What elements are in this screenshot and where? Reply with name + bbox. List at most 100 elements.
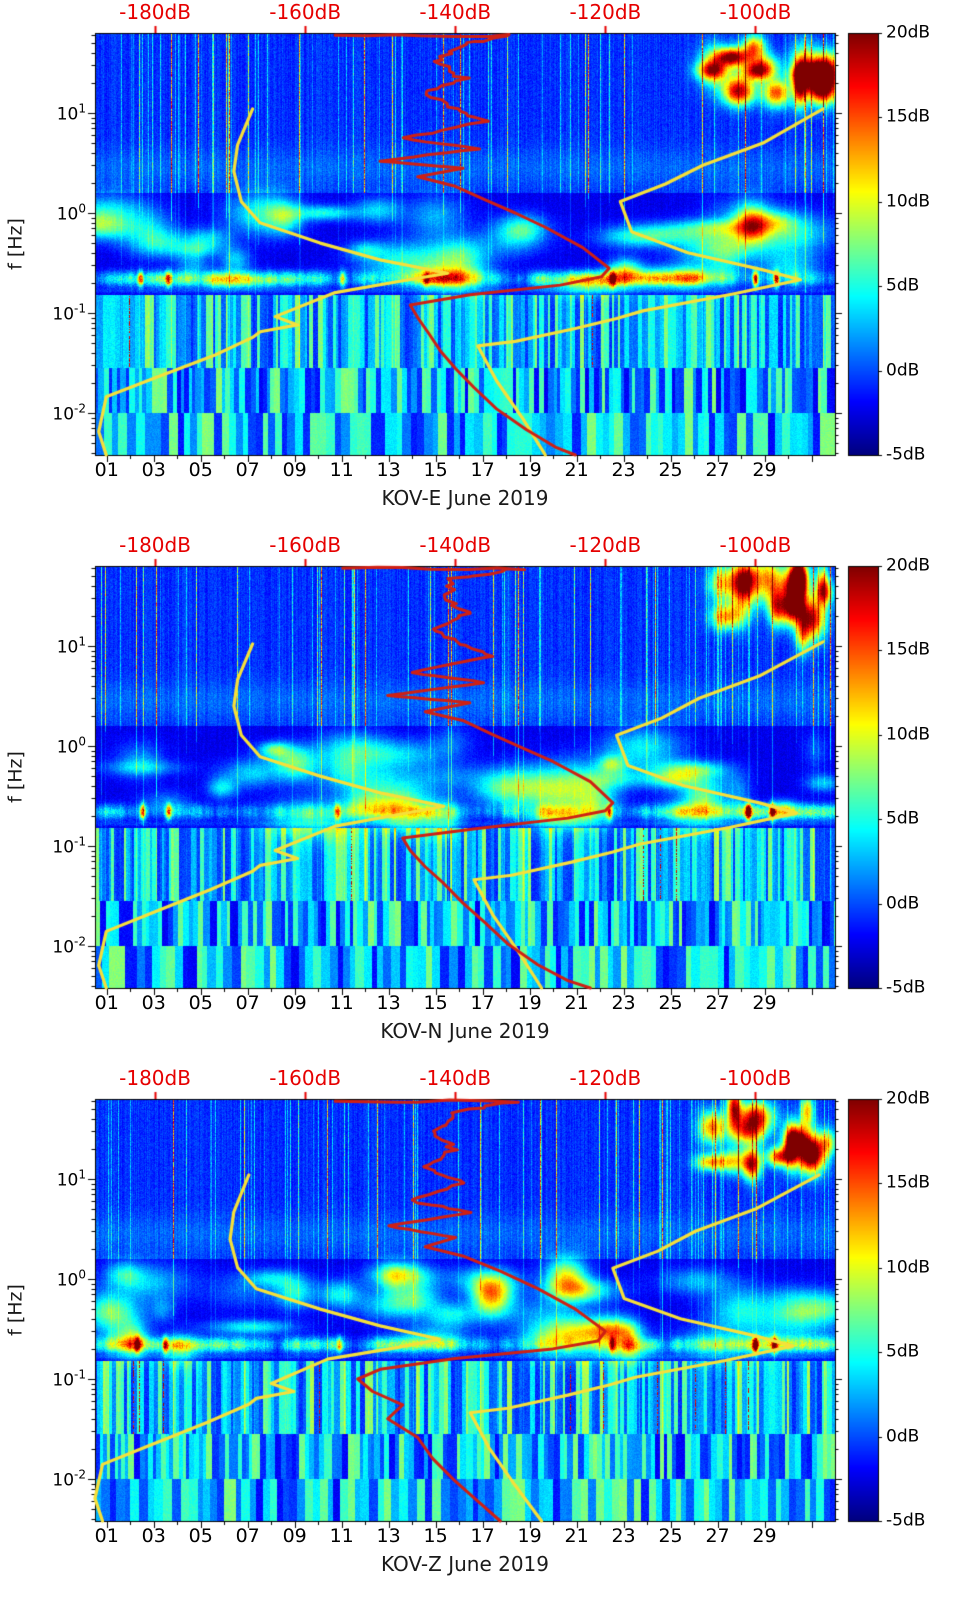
- top-axis-label: -140dB: [419, 533, 492, 557]
- colorbar-tick-label: 10dB: [886, 191, 931, 212]
- spectrogram-canvas: [0, 1066, 962, 1599]
- y-tick-exponent: 0: [78, 201, 86, 216]
- y-tick-label: 101: [34, 636, 86, 657]
- top-axis-label: -140dB: [419, 1066, 492, 1090]
- x-tick-label: 05: [188, 459, 213, 481]
- x-tick-label: 07: [235, 992, 260, 1014]
- y-tick-base: 10: [52, 1370, 75, 1391]
- y-tick-label: 10-1: [34, 303, 86, 324]
- y-tick-label: 100: [34, 203, 86, 224]
- x-tick-label: 15: [423, 1525, 448, 1547]
- colorbar-tick-label: -5dB: [886, 1510, 926, 1531]
- x-tick-label: 19: [517, 459, 542, 481]
- x-tick-label: 27: [705, 459, 730, 481]
- x-tick-label: 09: [282, 992, 307, 1014]
- y-tick-base: 10: [52, 304, 75, 325]
- x-tick-label: 17: [470, 459, 495, 481]
- y-tick-label: 10-2: [34, 1469, 86, 1490]
- top-axis-label: -160dB: [269, 1066, 342, 1090]
- top-axis-label: -100dB: [719, 1066, 792, 1090]
- x-tick-label: 01: [94, 992, 119, 1014]
- y-tick-base: 10: [52, 1470, 75, 1491]
- y-tick-label: 10-2: [34, 403, 86, 424]
- x-tick-label: 29: [752, 1525, 777, 1547]
- colorbar-tick-label: 20dB: [886, 1088, 931, 1109]
- x-tick-label: 25: [658, 459, 683, 481]
- y-tick-label: 100: [34, 736, 86, 757]
- x-tick-label: 21: [564, 459, 589, 481]
- colorbar-tick-label: 15dB: [886, 639, 931, 660]
- x-tick-label: 23: [611, 459, 636, 481]
- x-tick-label: 03: [141, 1525, 166, 1547]
- x-tick-label: 03: [141, 992, 166, 1014]
- x-tick-label: 27: [705, 1525, 730, 1547]
- y-tick-base: 10: [56, 204, 79, 225]
- top-axis-label: -120dB: [569, 1066, 642, 1090]
- top-axis-label: -180dB: [119, 0, 191, 24]
- x-tick-label: 29: [752, 459, 777, 481]
- y-tick-label: 100: [34, 1269, 86, 1290]
- colorbar-tick-label: 15dB: [886, 106, 931, 127]
- y-tick-base: 10: [56, 1270, 79, 1291]
- spectrogram-canvas: [0, 533, 962, 1066]
- x-tick-label: 19: [517, 1525, 542, 1547]
- x-tick-label: 09: [282, 1525, 307, 1547]
- y-tick-base: 10: [52, 937, 75, 958]
- top-axis-label: -120dB: [569, 533, 642, 557]
- colorbar-tick-label: 0dB: [886, 360, 920, 381]
- y-tick-base: 10: [56, 104, 79, 125]
- x-tick-label: 13: [376, 992, 401, 1014]
- panel-kov-z: -180dB -160dB -140dB -120dB -100dB 101 100 10-1…: [0, 1066, 962, 1599]
- x-tick-label: 19: [517, 992, 542, 1014]
- x-tick-label: 15: [423, 459, 448, 481]
- x-tick-label: 23: [611, 992, 636, 1014]
- y-tick-exponent: 0: [78, 1267, 86, 1282]
- y-tick-exponent: -2: [74, 1467, 86, 1482]
- y-tick-exponent: -1: [74, 834, 86, 849]
- colorbar-tick-label: -5dB: [886, 977, 926, 998]
- y-axis-title: f [Hz]: [4, 218, 27, 270]
- y-tick-exponent: -1: [74, 1367, 86, 1382]
- x-tick-label: 29: [752, 992, 777, 1014]
- colorbar-tick-label: 0dB: [886, 1426, 920, 1447]
- y-tick-exponent: -2: [74, 401, 86, 416]
- top-axis-label: -140dB: [419, 0, 492, 24]
- x-tick-label: 03: [141, 459, 166, 481]
- colorbar-tick-label: 15dB: [886, 1172, 931, 1193]
- spectrogram-canvas: [0, 0, 962, 533]
- y-tick-exponent: 1: [78, 634, 86, 649]
- top-axis-label: -120dB: [569, 0, 642, 24]
- y-tick-exponent: -1: [74, 301, 86, 316]
- x-tick-label: 27: [705, 992, 730, 1014]
- x-tick-label: 09: [282, 459, 307, 481]
- colorbar-tick-label: 10dB: [886, 724, 931, 745]
- y-tick-base: 10: [52, 404, 75, 425]
- x-tick-label: 11: [329, 1525, 354, 1547]
- top-axis-label: -100dB: [719, 0, 792, 24]
- x-axis-title: KOV-N June 2019: [380, 1019, 550, 1043]
- y-tick-base: 10: [56, 1170, 79, 1191]
- colorbar-tick-label: 20dB: [886, 22, 931, 43]
- x-tick-label: 13: [376, 1525, 401, 1547]
- x-tick-label: 17: [470, 992, 495, 1014]
- x-tick-label: 25: [658, 1525, 683, 1547]
- top-axis-label: -180dB: [119, 1066, 191, 1090]
- y-tick-exponent: 1: [78, 101, 86, 116]
- colorbar-tick-label: 5dB: [886, 275, 920, 296]
- x-tick-label: 07: [235, 1525, 260, 1547]
- colorbar-tick-label: 10dB: [886, 1257, 931, 1278]
- x-tick-label: 01: [94, 459, 119, 481]
- colorbar-tick-label: 5dB: [886, 1341, 920, 1362]
- colorbar-tick-label: 0dB: [886, 893, 920, 914]
- colorbar-tick-label: 20dB: [886, 555, 931, 576]
- panel-kov-n: -180dB -160dB -140dB -120dB -100dB 101 100 10-1…: [0, 533, 962, 1066]
- y-tick-label: 101: [34, 103, 86, 124]
- y-tick-label: 10-1: [34, 836, 86, 857]
- colorbar-tick-label: -5dB: [886, 444, 926, 465]
- y-tick-base: 10: [56, 637, 79, 658]
- y-tick-exponent: 0: [78, 734, 86, 749]
- x-axis-title: KOV-Z June 2019: [380, 1552, 550, 1576]
- x-tick-label: 11: [329, 992, 354, 1014]
- y-tick-exponent: 1: [78, 1167, 86, 1182]
- y-axis-title: f [Hz]: [4, 1284, 27, 1336]
